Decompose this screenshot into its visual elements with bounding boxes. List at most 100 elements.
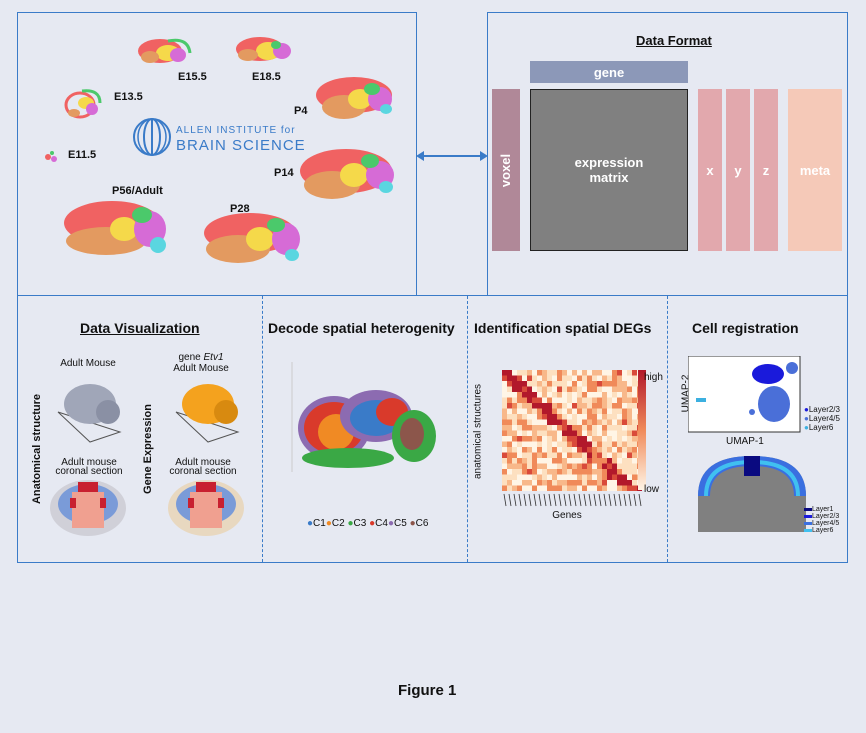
heatmap-cell xyxy=(542,403,547,409)
gene-tick xyxy=(583,493,587,507)
heatmap-cell xyxy=(622,469,627,475)
heatmap-cell xyxy=(597,425,602,431)
heatmap-cell xyxy=(537,447,542,453)
heatmap-cell xyxy=(607,469,612,475)
heatmap-cell xyxy=(632,485,637,491)
heatmap-cell xyxy=(627,392,632,398)
heatmap-cell xyxy=(617,447,622,453)
heatmap-cell xyxy=(587,419,592,425)
heatmap-cell xyxy=(522,474,527,480)
coronal-anatomy xyxy=(50,480,126,536)
heatmap-cell xyxy=(622,463,627,469)
heatmap-cell xyxy=(632,375,637,381)
heatmap-cell xyxy=(537,469,542,475)
heatmap-cell xyxy=(622,425,627,431)
heatmap-cell xyxy=(557,381,562,387)
heatmap-cell xyxy=(617,408,622,414)
heatmap-cell xyxy=(537,463,542,469)
heatmap-cell xyxy=(502,430,507,436)
heatmap-cell xyxy=(572,392,577,398)
heatmap-cell xyxy=(622,392,627,398)
heatmap-cell xyxy=(602,463,607,469)
heatmap-cell xyxy=(627,480,632,486)
heatmap-cell xyxy=(577,419,582,425)
heatmap-cell xyxy=(592,419,597,425)
heatmap-cell xyxy=(517,480,522,486)
gene-tick xyxy=(553,493,557,507)
heatmap-cell xyxy=(532,419,537,425)
heatmap-cell xyxy=(542,425,547,431)
heatmap-cell xyxy=(617,403,622,409)
heatmap-cell xyxy=(587,392,592,398)
heatmap-cell xyxy=(582,425,587,431)
heatmap-cell xyxy=(587,452,592,458)
heatmap-cell xyxy=(617,392,622,398)
heatmap-cell xyxy=(547,386,552,392)
heatmap-cell xyxy=(547,425,552,431)
heatmap-cell xyxy=(547,485,552,491)
heatmap-cell xyxy=(617,370,622,376)
heatmap-cell xyxy=(562,375,567,381)
heatmap-cell xyxy=(532,392,537,398)
heatmap-cell xyxy=(552,403,557,409)
gene-tick xyxy=(568,493,572,507)
heatmap-cell xyxy=(612,485,617,491)
heatmap-cell xyxy=(607,474,612,480)
heatmap-cell xyxy=(577,485,582,491)
voxel-bar: voxel xyxy=(492,89,520,251)
gene-tick xyxy=(638,493,642,507)
heatmap-cell xyxy=(632,403,637,409)
heatmap-cell xyxy=(532,436,537,442)
heatmap-cell xyxy=(502,436,507,442)
heatmap-cell xyxy=(582,419,587,425)
heatmap-cell xyxy=(607,436,612,442)
heatmap-cell xyxy=(622,441,627,447)
heatmap-cell xyxy=(567,425,572,431)
heatmap-cell xyxy=(607,408,612,414)
stage-label-e13: E13.5 xyxy=(114,91,143,103)
heatmap-cell xyxy=(512,463,517,469)
heatmap-cell xyxy=(547,430,552,436)
heatmap-cell xyxy=(582,375,587,381)
heatmap-cell xyxy=(622,430,627,436)
allen-logo-icon xyxy=(133,118,171,156)
heatmap-cell xyxy=(537,474,542,480)
heterogeneity-title: Decode spatial heterogenity xyxy=(268,320,455,336)
adult-mouse-label: Adult Mouse xyxy=(60,358,116,369)
heatmap-cell xyxy=(532,430,537,436)
heatmap-cell xyxy=(592,441,597,447)
brain-p56 xyxy=(64,201,166,255)
heatmap-cell xyxy=(572,463,577,469)
y-column: y xyxy=(726,89,750,251)
heatmap-cell xyxy=(507,397,512,403)
heatmap-cell xyxy=(602,430,607,436)
heatmap-cell xyxy=(587,425,592,431)
heatmap-cell xyxy=(572,452,577,458)
umap-legend-0: ●Layer2/3 xyxy=(804,405,840,414)
heatmap-cell xyxy=(627,397,632,403)
gene-tick xyxy=(508,493,512,507)
heatmap-cell xyxy=(622,458,627,464)
heatmap-cell xyxy=(562,441,567,447)
logo-line2: BRAIN SCIENCE xyxy=(176,137,306,154)
heatmap-cell xyxy=(522,386,527,392)
heatmap-cell xyxy=(542,441,547,447)
brain-3d-orange xyxy=(175,384,240,443)
heatmap-cell xyxy=(572,469,577,475)
heatmap-cell xyxy=(502,408,507,414)
heatmap-cell xyxy=(517,397,522,403)
heatmap-cell xyxy=(537,370,542,376)
heatmap-cell xyxy=(507,458,512,464)
heatmap-cell xyxy=(547,381,552,387)
heatmap-cell xyxy=(602,436,607,442)
heatmap-cell xyxy=(627,375,632,381)
heatmap-cell xyxy=(592,458,597,464)
heatmap-cell xyxy=(522,397,527,403)
heatmap-cell xyxy=(547,375,552,381)
heatmap-cell xyxy=(567,403,572,409)
heatmap-cell xyxy=(612,392,617,398)
heatmap-cell xyxy=(517,425,522,431)
heatmap-cell xyxy=(602,403,607,409)
x-column: x xyxy=(698,89,722,251)
heatmap-cell xyxy=(567,485,572,491)
